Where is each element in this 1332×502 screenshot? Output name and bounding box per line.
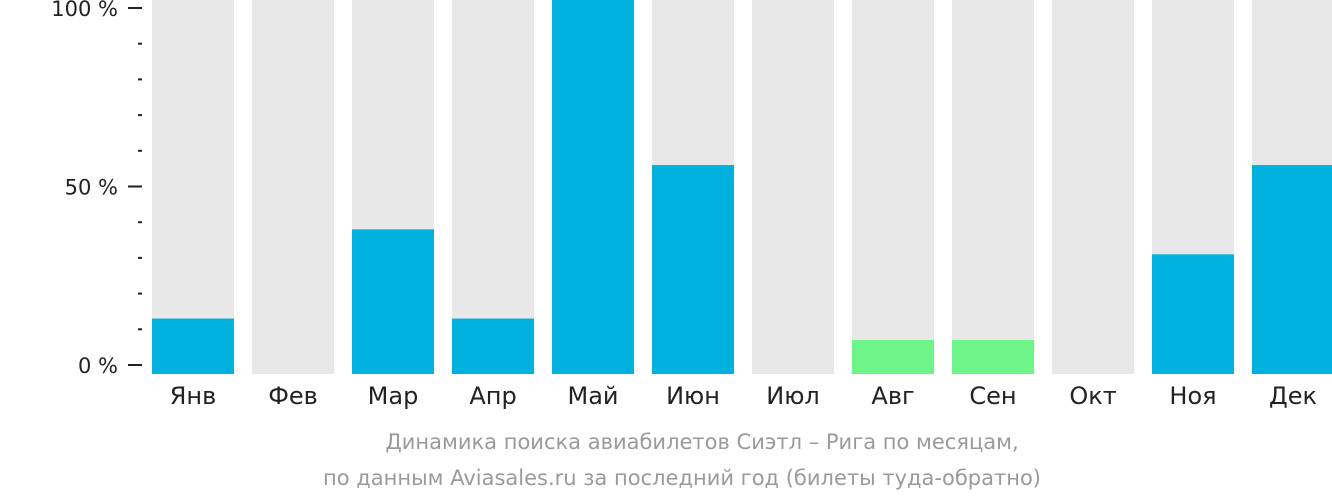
bar-5 bbox=[552, 0, 634, 374]
x-tick-label: Ноя bbox=[1169, 382, 1216, 410]
y-tick-label: 0 % bbox=[78, 354, 118, 378]
bar-track-2 bbox=[252, 0, 334, 374]
x-tick-label: Июн bbox=[666, 382, 720, 410]
bar-1 bbox=[152, 318, 234, 374]
bar-track-4 bbox=[452, 0, 534, 374]
x-tick-label: Май bbox=[567, 382, 618, 410]
x-tick-label: Апр bbox=[469, 382, 516, 410]
bars bbox=[152, 0, 1332, 374]
y-tick-label: 50 % bbox=[65, 176, 118, 200]
bar-4 bbox=[452, 318, 534, 374]
x-tick-label: Янв bbox=[170, 382, 217, 410]
x-tick-label: Фев bbox=[268, 382, 318, 410]
x-tick-label: Июл bbox=[766, 382, 820, 410]
chart-subtitle: по данным Aviasales.ru за последний год … bbox=[323, 466, 1041, 490]
bar-track-10 bbox=[1052, 0, 1134, 374]
bar-track-8 bbox=[852, 0, 934, 374]
y-tick-label: 100 % bbox=[51, 0, 118, 21]
y-axis: 0 % 50 % 100 % bbox=[51, 0, 142, 378]
bar-9 bbox=[952, 340, 1034, 374]
bar-6 bbox=[652, 165, 734, 374]
x-tick-label: Авг bbox=[871, 382, 914, 410]
bar-track-9 bbox=[952, 0, 1034, 374]
bar-track-7 bbox=[752, 0, 834, 374]
bar-8 bbox=[852, 340, 934, 374]
bar-3 bbox=[352, 229, 434, 374]
bar-11 bbox=[1152, 254, 1234, 374]
bar-12 bbox=[1252, 165, 1332, 374]
x-tick-label: Мар bbox=[368, 382, 419, 410]
bar-track-1 bbox=[152, 0, 234, 374]
x-axis: Янв Фев Мар Апр Май Июн Июл Авг Сен Окт Ноя Дек bbox=[170, 382, 1317, 410]
chart-title: Динамика поиска авиабилетов Сиэтл – Рига… bbox=[385, 430, 1019, 454]
x-tick-label: Дек bbox=[1269, 382, 1317, 410]
x-tick-label: Сен bbox=[969, 382, 1016, 410]
x-tick-label: Окт bbox=[1069, 382, 1116, 410]
